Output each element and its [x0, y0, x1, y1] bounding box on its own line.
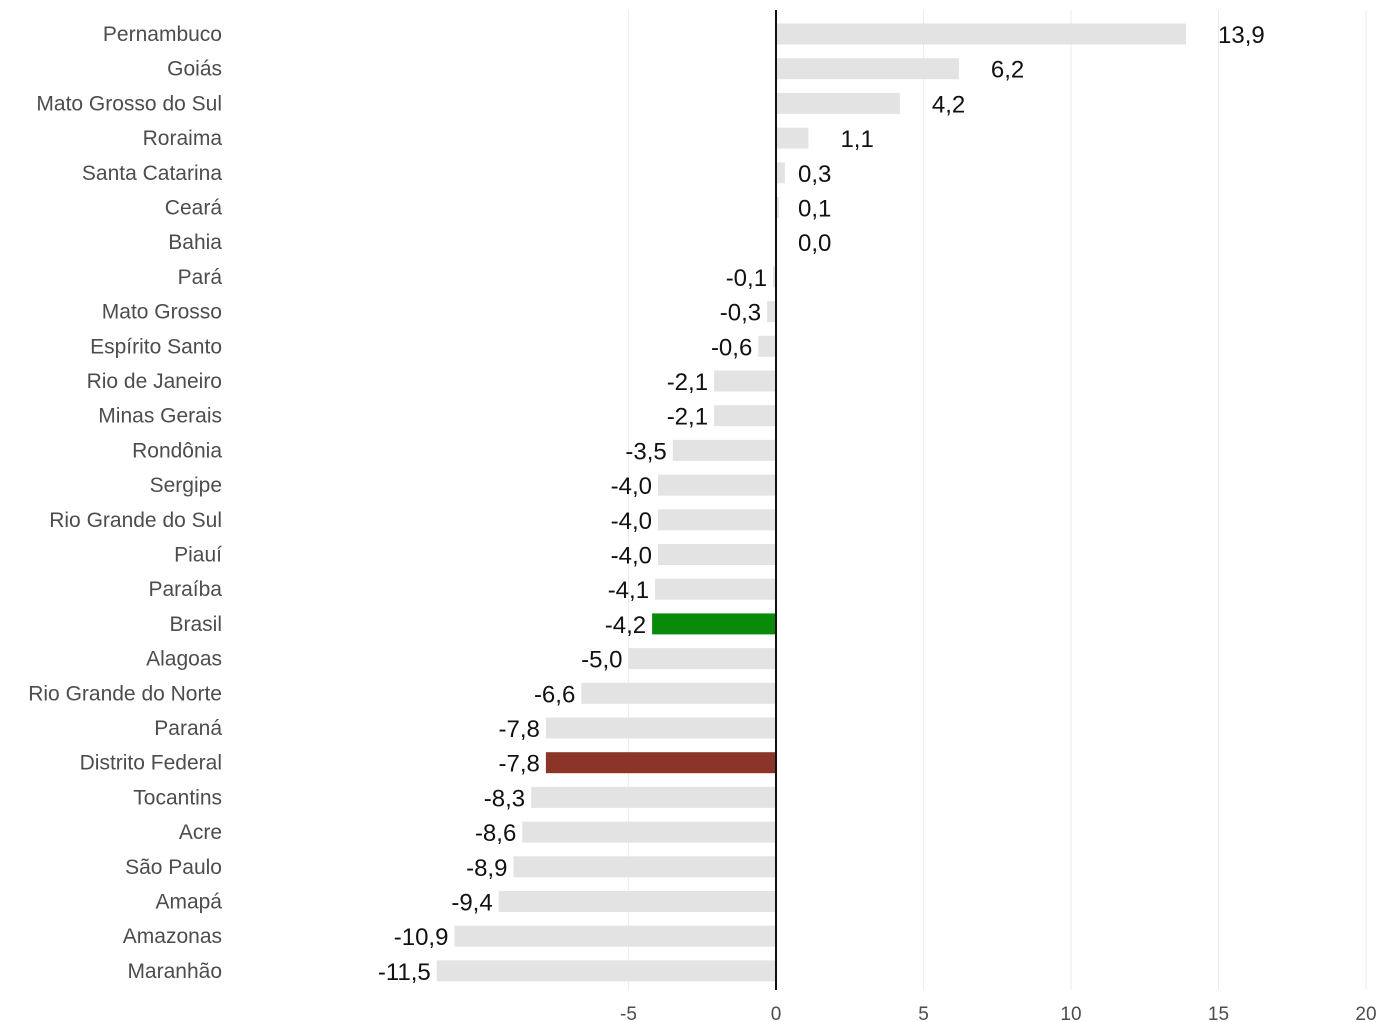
- bar: [545, 717, 776, 739]
- category-label: Maranhão: [127, 960, 222, 983]
- category-label: Alagoas: [146, 648, 222, 671]
- category-label: Brasil: [169, 613, 222, 636]
- bar: [498, 891, 776, 912]
- value-label: -4,0: [611, 508, 652, 535]
- bar: [531, 786, 776, 808]
- category-label: Paraíba: [148, 578, 222, 601]
- bar: [652, 613, 776, 635]
- bar: [672, 439, 776, 461]
- value-label: 4,2: [932, 91, 965, 118]
- value-label: -3,5: [625, 438, 666, 465]
- value-label: -2,1: [667, 404, 708, 431]
- value-label: -4,2: [605, 612, 646, 639]
- category-label: Paraná: [154, 717, 222, 740]
- bar: [776, 162, 785, 184]
- value-label: -4,0: [611, 543, 652, 570]
- bar: [658, 509, 776, 531]
- bars: [436, 23, 1187, 982]
- value-label: -4,1: [608, 577, 649, 604]
- bar: [436, 960, 776, 982]
- bar: [454, 925, 776, 947]
- bar: [714, 405, 776, 427]
- value-label: -8,3: [484, 785, 525, 812]
- x-tick-label: 20: [1355, 1004, 1376, 1022]
- bar: [767, 301, 776, 323]
- value-label: -0,6: [711, 334, 752, 361]
- value-label: -8,6: [475, 820, 516, 847]
- value-label: 0,3: [798, 161, 831, 188]
- x-axis-ticks: -5 0 5 10 15 20: [620, 1004, 1377, 1022]
- x-tick-label: 0: [771, 1004, 782, 1022]
- category-label: Minas Gerais: [98, 405, 222, 428]
- value-label: -0,1: [726, 265, 767, 292]
- bar: [714, 370, 776, 392]
- value-label: -0,3: [720, 300, 761, 327]
- value-label: -7,8: [499, 751, 540, 778]
- x-tick-label: 15: [1208, 1004, 1229, 1022]
- category-label: Santa Catarina: [82, 162, 222, 185]
- value-label: 0,1: [798, 196, 831, 223]
- bar: [581, 682, 776, 704]
- bar: [776, 127, 809, 149]
- category-label: Espírito Santo: [90, 335, 222, 358]
- value-label: 13,9: [1218, 22, 1265, 49]
- value-label: -8,9: [466, 855, 507, 882]
- bar: [628, 648, 776, 670]
- x-tick-label: 5: [918, 1004, 929, 1022]
- category-label: Bahia: [168, 231, 222, 254]
- category-label: Pará: [178, 266, 223, 289]
- value-label: -11,5: [378, 959, 431, 986]
- gridlines: [628, 10, 1367, 990]
- bar: [513, 856, 776, 878]
- bar: [655, 578, 776, 600]
- value-label: 1,1: [840, 126, 873, 153]
- bar: [658, 474, 776, 496]
- bar: [758, 335, 776, 357]
- value-label: -4,0: [611, 473, 652, 500]
- value-label: -5,0: [581, 647, 622, 674]
- category-label: Tocantins: [133, 786, 222, 809]
- category-label: Acre: [179, 821, 222, 844]
- category-labels: Pernambuco Goiás Mato Grosso do Sul Roraima…: [28, 23, 222, 983]
- category-label: Sergipe: [150, 474, 222, 497]
- category-label: Rondônia: [132, 439, 222, 462]
- category-label: Rio Grande do Norte: [28, 682, 222, 705]
- category-label: São Paulo: [125, 856, 222, 879]
- value-label: 0,0: [798, 230, 831, 257]
- category-label: Rio Grande do Sul: [49, 509, 222, 532]
- category-label: Piauí: [174, 544, 222, 567]
- category-label: Roraima: [143, 127, 223, 150]
- value-label: 6,2: [991, 57, 1024, 84]
- x-tick-label: 10: [1060, 1004, 1081, 1022]
- value-label: -7,8: [499, 716, 540, 743]
- bar: [776, 23, 1187, 45]
- value-label: -2,1: [667, 369, 708, 396]
- category-label: Amapá: [155, 891, 222, 914]
- bar: [658, 544, 776, 565]
- category-label: Amazonas: [123, 925, 222, 948]
- category-label: Goiás: [167, 58, 222, 81]
- bar: [776, 58, 959, 80]
- value-label: -6,6: [534, 681, 575, 708]
- category-label: Rio de Janeiro: [87, 370, 222, 393]
- category-label: Mato Grosso: [102, 301, 222, 324]
- bar: [545, 752, 776, 774]
- category-label: Pernambuco: [103, 23, 222, 46]
- category-label: Ceará: [165, 197, 223, 220]
- value-label: -10,9: [394, 924, 449, 951]
- category-label: Distrito Federal: [80, 752, 222, 775]
- x-tick-label: -5: [620, 1004, 637, 1022]
- category-label: Mato Grosso do Sul: [36, 92, 222, 115]
- bar: [773, 266, 776, 288]
- bar: [776, 92, 900, 114]
- bar: [522, 821, 776, 843]
- value-label: -9,4: [451, 890, 492, 917]
- bar: [776, 197, 779, 218]
- value-labels: 13,96,24,21,10,30,10,0-0,1-0,3-0,6-2,1-2…: [378, 22, 1265, 986]
